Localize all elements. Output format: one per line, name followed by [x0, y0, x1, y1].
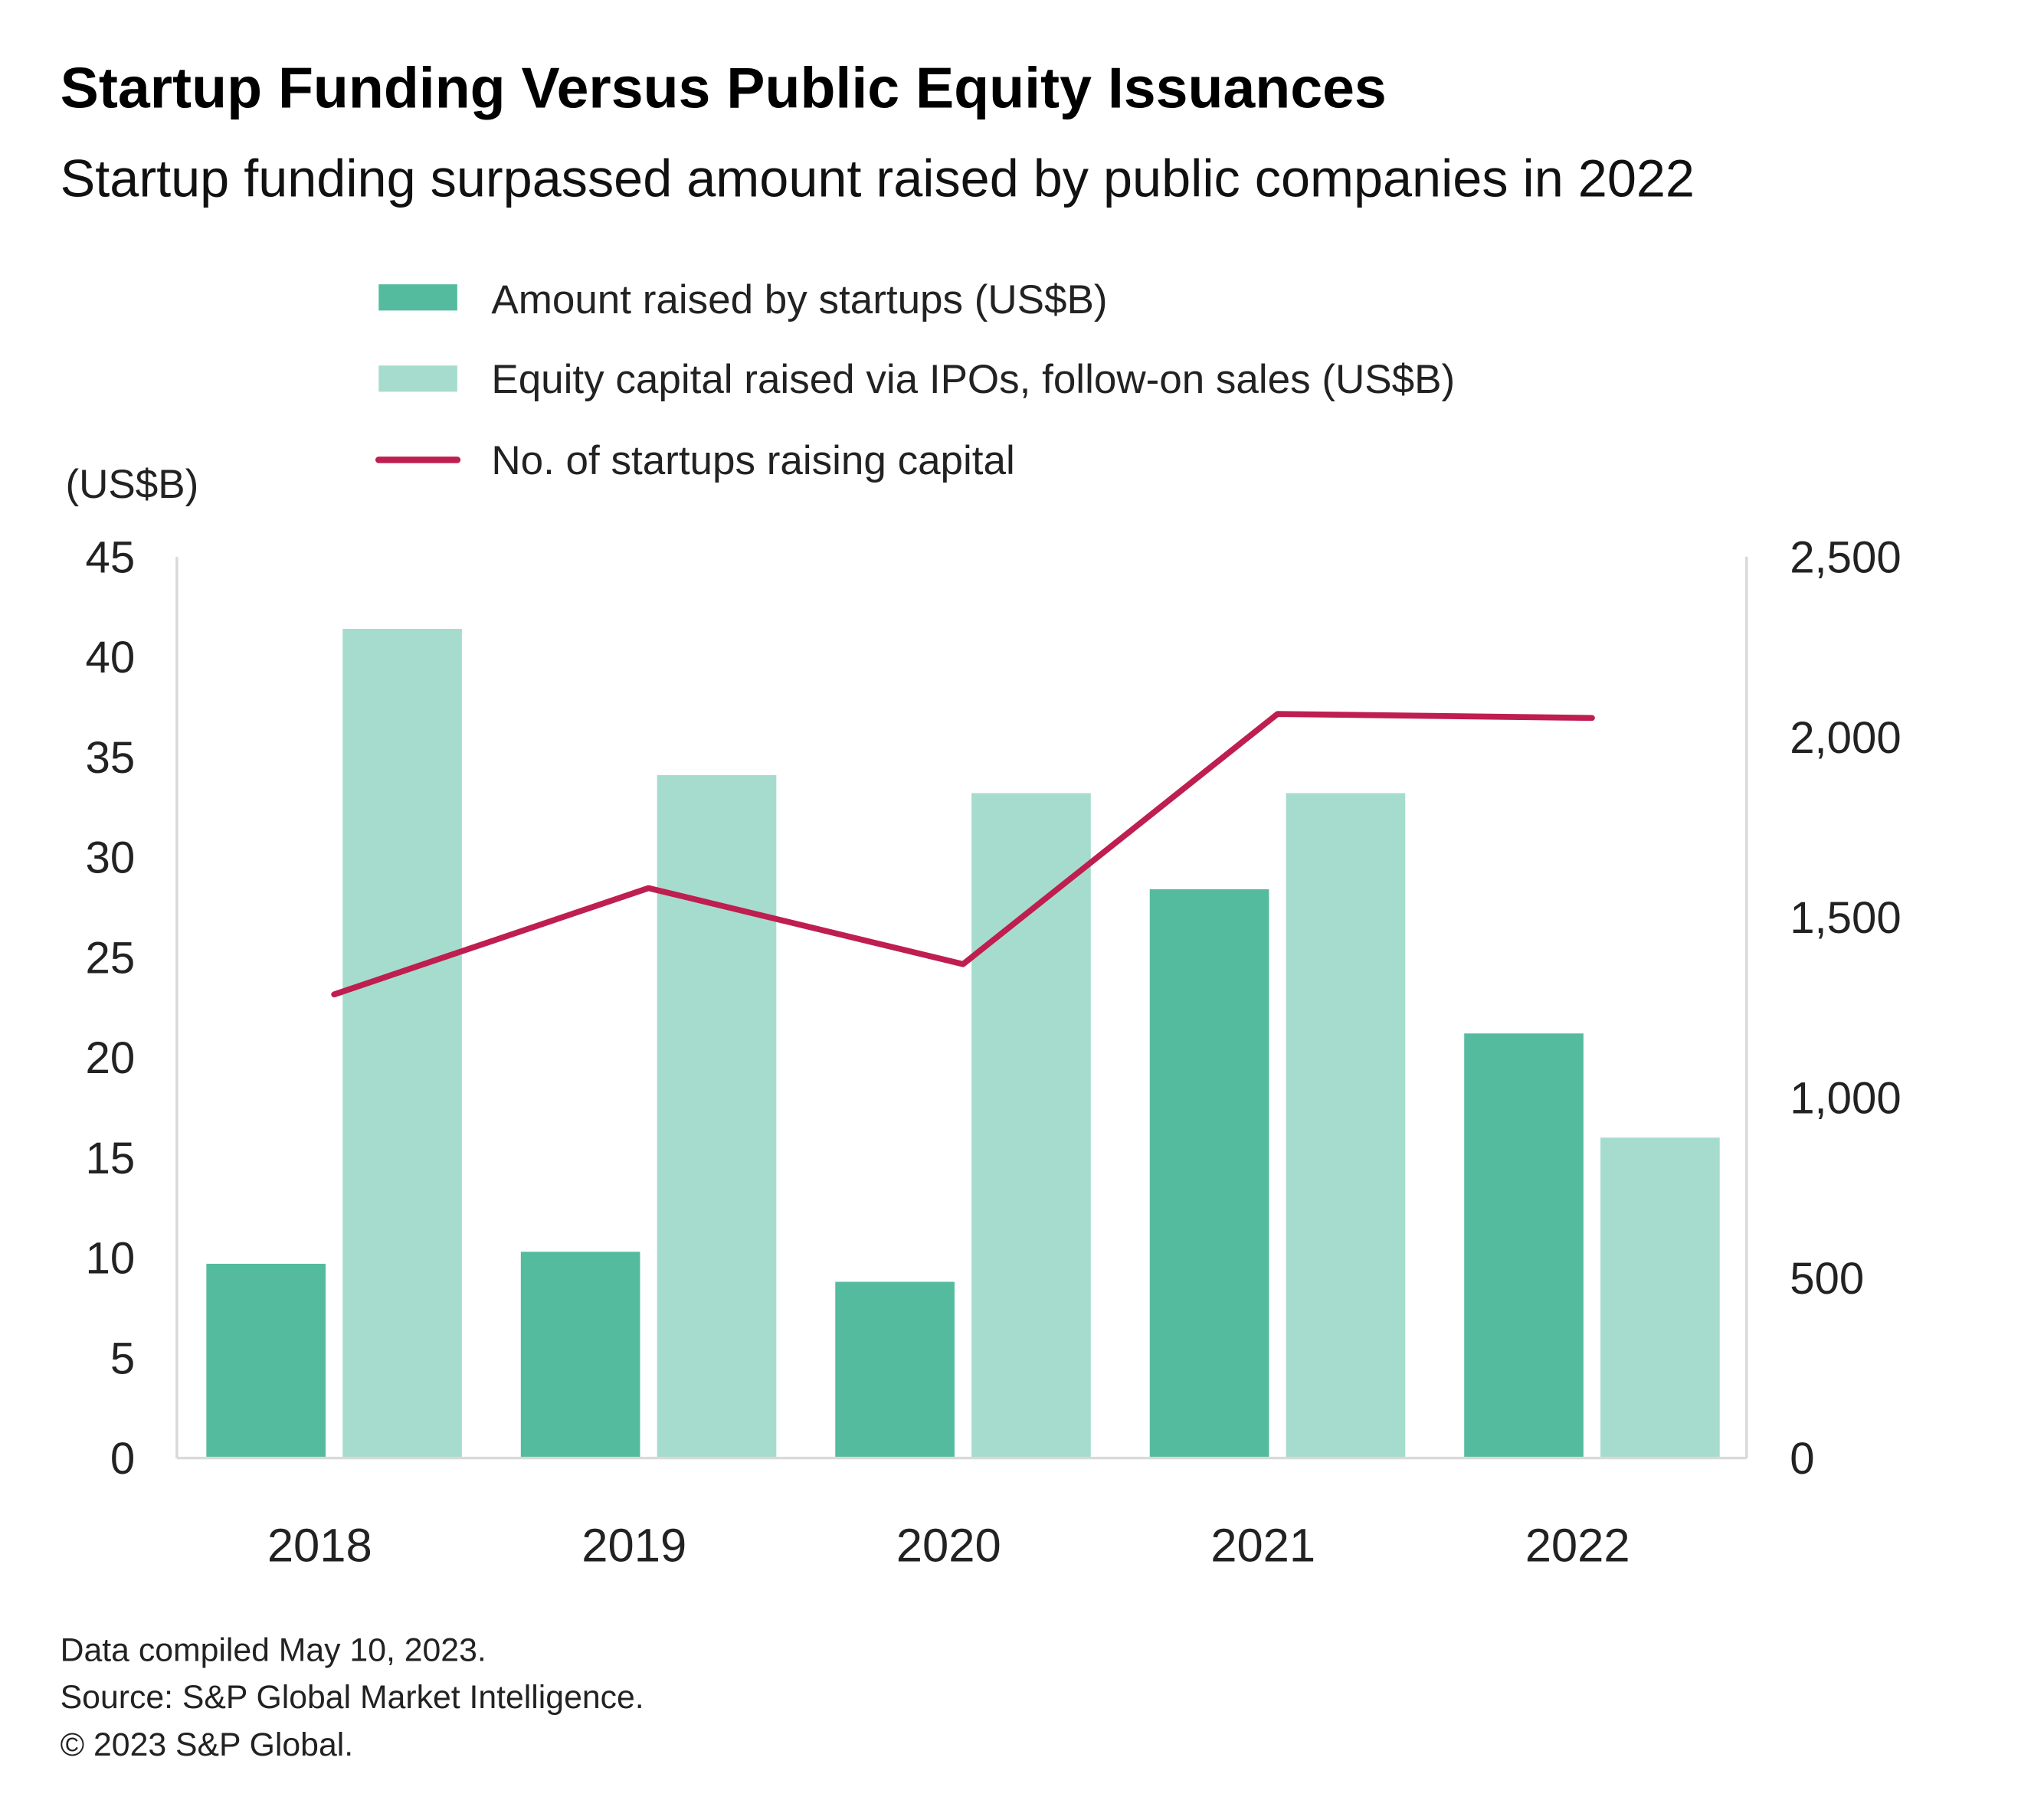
legend-label-startups: Amount raised by startups (US$B) [491, 277, 1107, 322]
chart-subtitle: Startup funding surpassed amount raised … [61, 150, 1695, 208]
bars [206, 629, 1720, 1458]
x-tick-label: 2018 [267, 1520, 372, 1573]
x-tick-label: 2022 [1525, 1520, 1630, 1573]
y-tick-label: 20 [86, 1033, 136, 1083]
y-tick-label: 15 [86, 1134, 136, 1183]
bar-startups-2018 [206, 1263, 326, 1458]
bar-equity-2019 [657, 774, 777, 1458]
legend-swatch-startups [378, 284, 457, 311]
y-tick-label: 5 [110, 1334, 135, 1383]
y-tick-label: 25 [86, 933, 136, 983]
bar-startups-2019 [520, 1252, 640, 1458]
y2-tick-label: 1,500 [1790, 893, 1901, 943]
bar-equity-2020 [971, 793, 1091, 1458]
y-tick-label: 35 [86, 733, 136, 783]
x-tick-label: 2021 [1210, 1520, 1315, 1573]
y2-tick-label: 500 [1790, 1254, 1864, 1304]
bar-equity-2022 [1600, 1137, 1720, 1458]
y2-tick-label: 2,500 [1790, 532, 1901, 582]
x-tick-label: 2020 [896, 1520, 1001, 1573]
bar-startups-2021 [1149, 889, 1269, 1458]
legend-label-count: No. of startups raising capital [491, 438, 1014, 483]
y-ticks-right: 0 500 1,000 1,500 2,000 2,500 [1790, 532, 1901, 1484]
legend-swatch-equity [378, 365, 457, 392]
y-tick-label: 30 [86, 833, 136, 883]
y-tick-label: 10 [86, 1234, 136, 1284]
bar-startups-2022 [1464, 1033, 1584, 1458]
y-tick-label: 0 [110, 1434, 135, 1484]
y-ticks-left: 0 5 10 15 20 25 30 35 40 45 [86, 532, 136, 1484]
footer-copyright: © 2023 S&P Global. [61, 1726, 353, 1763]
footer-source: Source: S&P Global Market Intelligence. [61, 1679, 644, 1716]
y2-tick-label: 1,000 [1790, 1073, 1901, 1123]
y2-tick-label: 2,000 [1790, 713, 1901, 763]
chart-title: Startup Funding Versus Public Equity Iss… [61, 55, 1387, 119]
footer-compiled: Data compiled May 10, 2023. [61, 1632, 486, 1669]
bar-equity-2018 [342, 629, 462, 1458]
line-series [331, 711, 1595, 998]
legend-label-equity: Equity capital raised via IPOs, follow-o… [491, 357, 1455, 402]
y-tick-label: 40 [86, 633, 136, 682]
x-tick-label: 2019 [581, 1520, 686, 1573]
y-axis-label: (US$B) [66, 462, 199, 507]
bar-equity-2021 [1286, 793, 1406, 1458]
bar-startups-2020 [835, 1281, 955, 1458]
y2-tick-label: 0 [1790, 1434, 1814, 1484]
y-tick-label: 45 [86, 532, 136, 582]
legend: Amount raised by startups (US$B) Equity … [375, 277, 1455, 483]
x-ticks: 2018 2019 2020 2021 2022 [267, 1520, 1630, 1573]
